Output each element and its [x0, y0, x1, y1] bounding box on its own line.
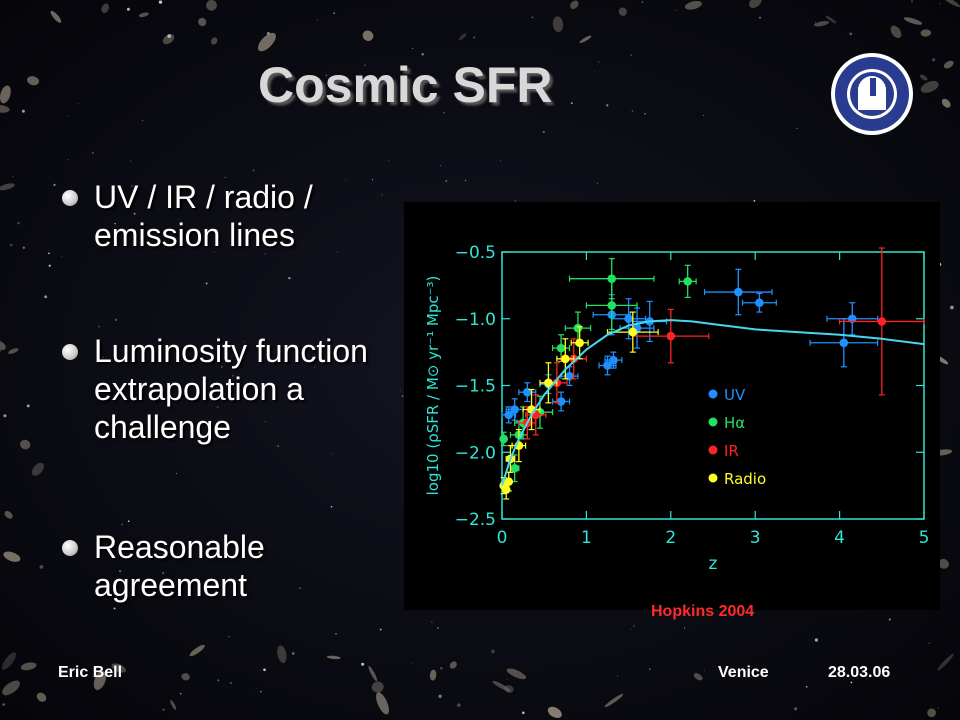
data-point-uv [510, 405, 519, 414]
data-point-uv [755, 298, 764, 308]
y-tick-label: −1.5 [455, 377, 496, 397]
chart-background [404, 202, 940, 610]
bullet-item: UV / IR / radio / emission lines [60, 178, 360, 254]
legend-marker [708, 473, 718, 483]
bullet-icon [62, 540, 78, 556]
sfr-chart: 0 1 2 3 4 5 −0.5 −1.0 −1.5 −2.0 −2.5 z log10 (ρSFR /… [404, 202, 940, 610]
institute-logo [831, 53, 913, 135]
x-tick-label: 3 [750, 528, 761, 548]
legend-label: Radio [724, 470, 766, 488]
y-axis-label: log10 (ρSFR / M⊙ yr⁻¹ Mpc⁻³) [424, 276, 442, 496]
data-point-uv [609, 355, 618, 365]
bullet-item: Reasonable agreement [60, 528, 360, 604]
data-point-uv [734, 287, 743, 297]
y-tick-label: −0.5 [455, 243, 496, 263]
slide-title: Cosmic SFR [258, 57, 553, 113]
x-axis-label: z [709, 554, 718, 574]
footer-author: Eric Bell [58, 664, 123, 681]
bullet-item: Luminosity function extrapolation a chal… [60, 332, 420, 446]
legend-label: IR [724, 442, 739, 460]
data-point-halpha [499, 434, 508, 444]
legend-marker [708, 389, 718, 399]
data-point-halpha [607, 301, 617, 310]
x-tick-label: 2 [665, 528, 676, 548]
data-point-halpha [556, 343, 566, 353]
x-tick-label: 1 [581, 528, 592, 548]
data-point-halpha [683, 277, 692, 286]
data-point-radio [561, 354, 570, 364]
legend-marker [708, 417, 718, 427]
data-point-uv [556, 397, 566, 406]
fit-curve [501, 319, 925, 486]
data-point-uv [624, 314, 633, 324]
legend-label: Hα [724, 414, 745, 432]
bullet-icon [62, 190, 78, 206]
x-tick-label: 5 [919, 528, 930, 548]
legend-marker [708, 445, 718, 455]
bullet-icon [62, 344, 78, 360]
figure-credit: Hopkins 2004 [651, 603, 755, 620]
y-tick-label: −2.5 [455, 510, 496, 530]
data-point-radio [575, 338, 584, 348]
data-point-uv [839, 338, 849, 348]
data-point-radio [504, 477, 514, 486]
data-point-uv [603, 361, 612, 370]
data-point-halpha [607, 274, 617, 283]
legend-label: UV [724, 386, 746, 404]
y-tick-label: −2.0 [455, 443, 496, 463]
x-tick-label: 0 [497, 528, 508, 548]
data-point-radio [628, 327, 638, 337]
data-point-ir [666, 331, 676, 341]
data-point-ir [877, 317, 887, 326]
data-point-halpha [510, 463, 519, 473]
data-point-uv [504, 410, 514, 420]
x-tick-label: 4 [834, 528, 845, 548]
y-tick-label: −1.0 [455, 310, 496, 330]
data-point-halpha [573, 323, 583, 333]
footer-venue: Venice [718, 664, 769, 681]
footer-date: 28.03.06 [828, 664, 891, 681]
data-point-radio [544, 378, 553, 388]
